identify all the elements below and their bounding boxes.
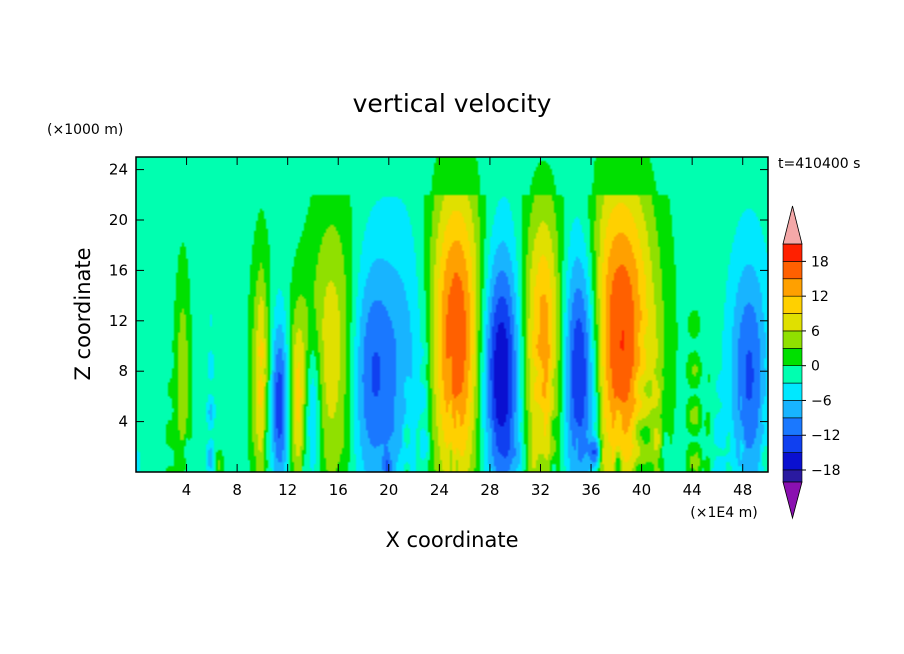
y-tick-label: 12 [109,312,128,330]
colorbar-box [782,434,803,453]
colorbar-box [782,295,803,314]
x-tick-label: 4 [182,481,192,499]
y-tick-label: 20 [109,211,128,229]
colorbar-box [782,365,803,384]
x-tick-label: 36 [581,481,600,499]
heatmap-area [135,156,769,473]
colorbar-box [782,330,803,349]
x-tick-label: 40 [632,481,651,499]
x-unit-label: (×1E4 m) [690,505,757,521]
x-tick-label: 8 [232,481,242,499]
x-tick-label: 48 [733,481,752,499]
chart-title: vertical velocity [353,89,552,118]
y-axis: 4 8 12 16 20 24 [109,161,768,431]
y-tick-label: 8 [118,362,128,380]
x-axis-label: X coordinate [385,528,518,552]
velocity-field [136,157,768,472]
colorbar-box [782,469,803,483]
colorbar-tick-label: −6 [811,393,832,409]
colorbar-under-arrow [782,481,803,520]
colorbar-tick-label: 12 [811,289,829,305]
x-tick-label: 12 [278,481,297,499]
colorbar-box [782,400,803,419]
colorbar-box [782,313,803,332]
colorbar-box [782,243,803,262]
y-tick-label: 4 [118,413,128,431]
plot-frame [135,156,769,473]
y-tick-label: 16 [109,261,128,279]
time-label: t=410400 s [778,156,860,172]
colorbar-tick-label: −18 [811,463,841,479]
colorbar-tick-label: 18 [811,254,829,270]
y-unit-label: (×1000 m) [47,122,123,138]
x-tick-label: 16 [329,481,348,499]
x-tick-label: 28 [480,481,499,499]
x-tick-label: 32 [531,481,550,499]
colorbar-tick-label: −12 [811,428,841,444]
colorbar: 18 12 6 0 −6 −12 −18 [782,205,841,520]
colorbar-box [782,452,803,471]
colorbar-tick-label: 6 [811,324,820,340]
y-tick-label: 24 [109,161,128,179]
colorbar-box [782,382,803,401]
x-tick-label: 44 [683,481,702,499]
colorbar-box [782,278,803,297]
colorbar-over-arrow [782,205,803,245]
colorbar-tick-label: 0 [811,359,820,375]
y-axis-label: Z coordinate [71,247,95,380]
x-tick-label: 24 [430,481,449,499]
x-axis: 4 8 12 16 20 24 28 32 36 40 44 48 [182,157,752,499]
colorbar-box [782,417,803,436]
colorbar-box [782,261,803,280]
colorbar-box [782,348,803,366]
x-tick-label: 20 [379,481,398,499]
